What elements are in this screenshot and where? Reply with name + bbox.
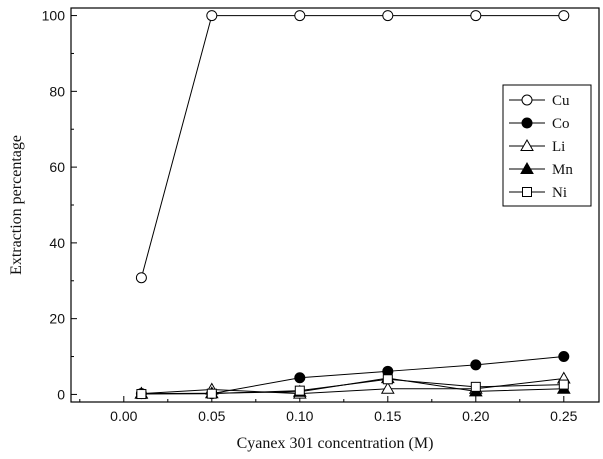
data-point-cu [470, 10, 482, 22]
y-tick-label: 20 [49, 311, 65, 327]
data-point-ni [382, 374, 393, 385]
data-point-ni [206, 388, 217, 399]
series-ni [136, 374, 569, 400]
y-tick-label: 40 [49, 235, 65, 251]
y-axis-title: Extraction percentage [8, 135, 25, 275]
x-tick-label: 0.25 [550, 408, 577, 424]
legend: Cu Co Li Mn Ni [502, 84, 592, 207]
data-point-ni [470, 381, 481, 392]
legend-label-cu: Cu [552, 93, 570, 109]
data-point-ni [136, 389, 147, 400]
series-li [134, 371, 571, 399]
data-point-cu [558, 10, 570, 22]
y-tick-label: 80 [49, 83, 65, 99]
legend-label-co: Co [552, 116, 570, 132]
data-point-co [558, 351, 570, 363]
legend-marker-li [520, 138, 534, 151]
legend-item-co: Co [509, 116, 570, 132]
data-point-cu [382, 10, 394, 22]
y-tick-label: 100 [42, 8, 66, 24]
x-tick-label: 0.05 [198, 408, 225, 424]
legend-item-cu: Cu [509, 93, 570, 109]
x-tick-label: 0.15 [374, 408, 401, 424]
data-point-cu [206, 10, 218, 22]
legend-marker-ni [522, 187, 532, 197]
y-tick-label: 0 [57, 386, 65, 402]
data-point-co [470, 359, 482, 371]
data-point-ni [558, 379, 569, 390]
series-line-cu [140, 15, 564, 278]
data-point-cu [135, 272, 147, 284]
series-line-co [141, 356, 564, 395]
data-point-co [294, 372, 306, 384]
legend-label-mn: Mn [552, 162, 573, 178]
x-tick-label: 0.00 [110, 408, 137, 424]
data-point-li [380, 381, 395, 394]
legend-marker-co [521, 117, 533, 129]
series-layer [134, 10, 571, 400]
series-line-li [141, 378, 564, 395]
x-tick-label: 0.10 [286, 408, 313, 424]
legend-label-li: Li [552, 139, 565, 155]
legend-marker-mn [520, 161, 534, 174]
legend-item-mn: Mn [509, 161, 573, 178]
data-point-ni [294, 385, 305, 396]
series-cu [135, 10, 570, 284]
series-co [135, 351, 570, 400]
y-tick-label: 60 [49, 159, 65, 175]
legend-item-ni: Ni [509, 185, 567, 201]
series-line-ni [141, 378, 564, 395]
x-tick-label: 0.20 [462, 408, 489, 424]
legend-marker-cu [521, 94, 533, 106]
legend-label-ni: Ni [552, 185, 567, 201]
x-axis-title: Cyanex 301 concentration (M) [237, 435, 434, 452]
legend-box [502, 84, 592, 207]
data-point-cu [294, 10, 306, 22]
axis-ticks: 0.00 0.05 0.10 0.15 0.20 0.25 0 20 40 60 80 100 [42, 8, 578, 424]
legend-item-li: Li [509, 138, 565, 155]
